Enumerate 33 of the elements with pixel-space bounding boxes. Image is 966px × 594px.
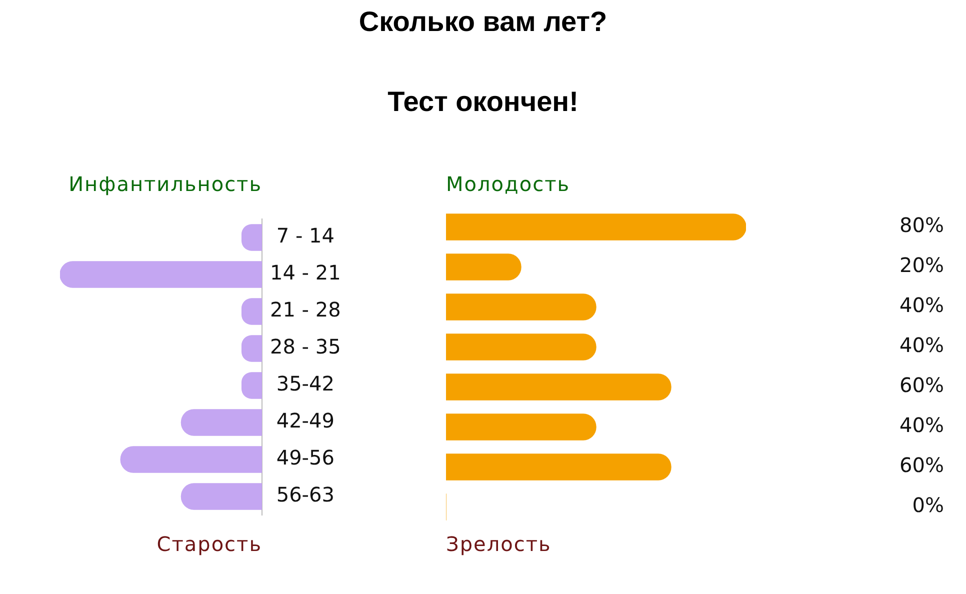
bar [446, 334, 596, 360]
chart-subtitle: Тест окончен! [386, 86, 580, 118]
chart-title: Сколько вам лет? [358, 6, 608, 38]
bar [446, 374, 672, 400]
y-tick-label: 28 - 35 [270, 334, 341, 359]
data-label: 20% [900, 253, 944, 278]
y-tick-label: 56-63 [276, 482, 334, 507]
y-tick-label: 14 - 21 [270, 260, 341, 285]
y-tick-label: 35-42 [276, 372, 334, 396]
text: Молодость [446, 172, 570, 196]
data-label: 40% [900, 413, 944, 438]
data-label: 60% [900, 453, 944, 478]
data-label: 60% [900, 373, 944, 398]
y-tick-label: 49-56 [276, 446, 334, 470]
data-label: 40% [900, 333, 944, 358]
bar [446, 254, 522, 280]
bar [446, 294, 596, 320]
bar [120, 446, 262, 473]
bar [446, 414, 596, 440]
bar [446, 214, 746, 240]
bar [180, 409, 262, 436]
text: Зрелость [446, 532, 552, 556]
bar [60, 261, 262, 288]
data-label: 40% [900, 293, 944, 318]
bar [180, 483, 262, 510]
text: Инфантильность [68, 172, 262, 196]
data-label: 0% [912, 493, 944, 518]
y-tick-label: 42-49 [276, 408, 334, 433]
data-label: 80% [900, 213, 944, 238]
text: Старость [156, 532, 262, 556]
bar [446, 454, 672, 480]
y-tick-label: 7 - 14 [276, 224, 334, 248]
y-tick-label: 21 - 28 [270, 298, 341, 322]
